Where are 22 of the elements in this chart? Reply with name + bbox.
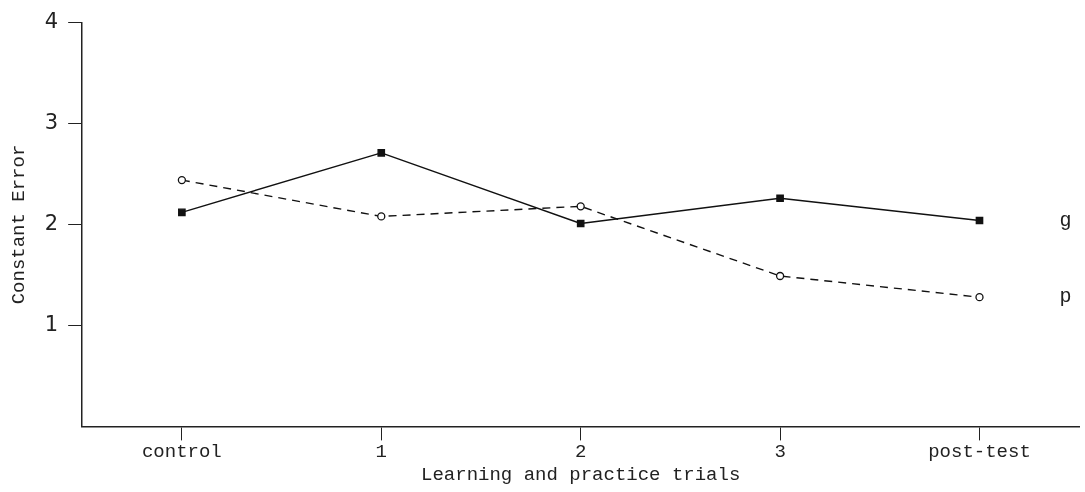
point: [975, 293, 984, 302]
x-tick-label: 3: [774, 440, 786, 463]
point: [377, 212, 386, 221]
text: p: [1059, 285, 1072, 309]
y-axis-title: Constant Error: [8, 144, 31, 305]
x-tick-label: 2: [574, 440, 587, 463]
y-tick-label: 4: [44, 9, 59, 34]
x-tick-label: post-test: [928, 440, 1031, 463]
x-axis-title: Learning and practice trials: [421, 463, 741, 486]
point: [576, 219, 585, 228]
x-tick-label: control: [141, 440, 222, 463]
x-tick-label: 1: [375, 440, 387, 463]
point: [775, 271, 785, 281]
point: [576, 202, 585, 211]
point: [377, 148, 386, 157]
point: [178, 208, 186, 217]
y-tick-label: 2: [44, 210, 59, 235]
y-tick-label: 3: [44, 110, 59, 134]
y-tick-label: 1: [44, 311, 59, 336]
text: g: [1059, 208, 1072, 232]
point: [177, 175, 187, 185]
point: [776, 194, 784, 203]
